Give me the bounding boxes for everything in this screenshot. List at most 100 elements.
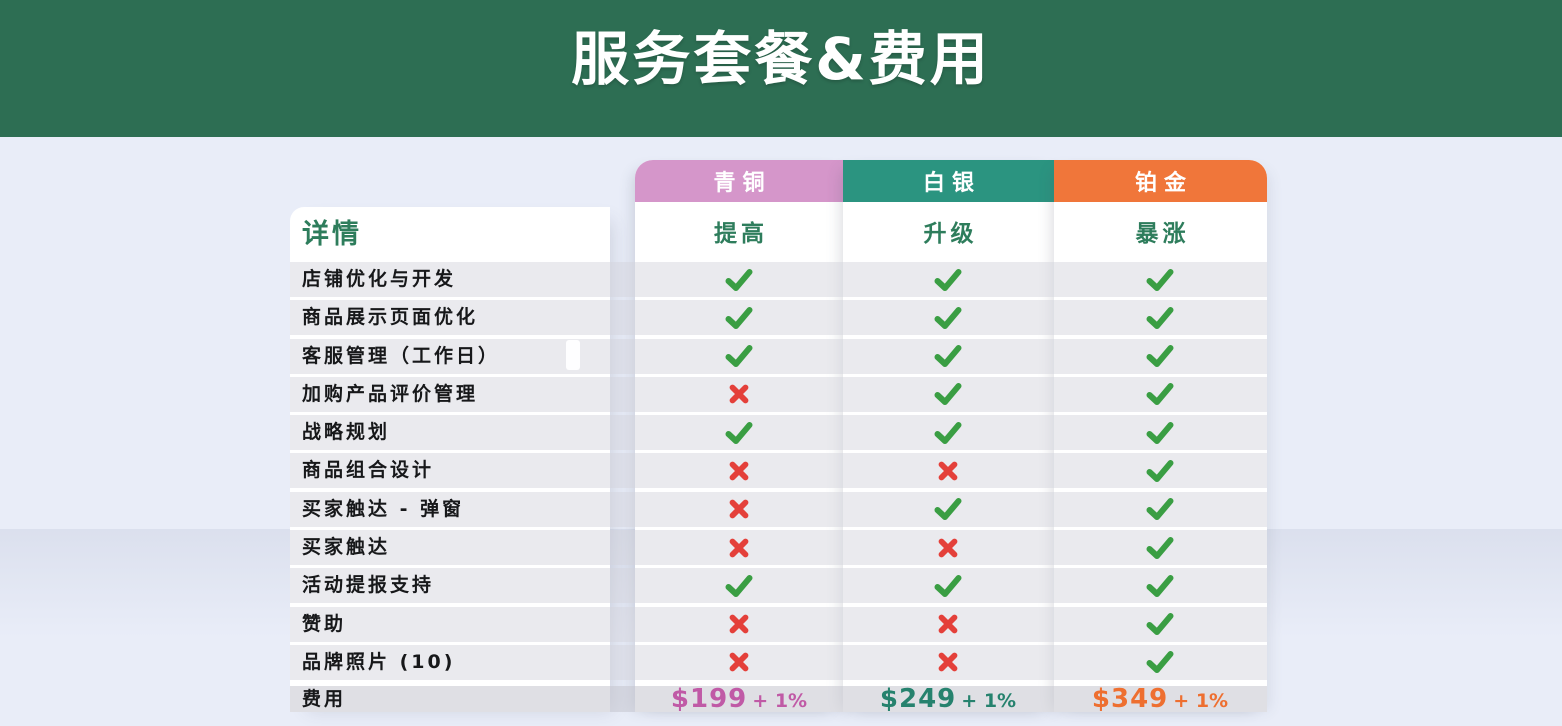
feature-label: 战略规划 xyxy=(302,421,391,444)
white-artifact xyxy=(566,340,580,370)
cross-icon xyxy=(938,653,958,672)
cross-icon xyxy=(729,384,749,404)
check-icon xyxy=(934,574,962,597)
title-banner: 服务套餐&费用 xyxy=(0,0,1562,137)
check-icon xyxy=(934,421,962,444)
cross-icon xyxy=(729,384,749,404)
price-suffix: + 1% xyxy=(961,690,1017,712)
check-icon xyxy=(1146,345,1174,368)
check-icon xyxy=(934,498,962,521)
price-row: 费用 $199 + 1% $249 + 1% $349 + 1% xyxy=(290,684,1267,714)
price-bronze: $199 + 1% xyxy=(671,684,807,714)
check-icon xyxy=(1146,268,1174,291)
cross-icon xyxy=(938,461,958,481)
feature-label: 加购产品评价管理 xyxy=(302,382,479,405)
plan-card-bronze: 青铜 提高 xyxy=(635,160,843,712)
price-platinum: $349 + 1% xyxy=(1092,684,1228,714)
cross-icon xyxy=(729,538,749,558)
check-icon xyxy=(725,306,753,329)
feature-label: 品牌照片 (10) xyxy=(302,650,456,673)
check-icon xyxy=(934,498,962,521)
cross-icon xyxy=(729,538,749,557)
plan-pill-platinum: 铂金 xyxy=(1054,160,1267,202)
check-icon xyxy=(1146,306,1174,329)
check-icon xyxy=(1146,383,1174,406)
cross-icon xyxy=(938,538,958,558)
check-icon xyxy=(934,306,962,329)
table-row: 商品展示页面优化 xyxy=(290,300,1267,336)
table-row: 买家触达 xyxy=(290,530,1267,566)
check-icon xyxy=(1146,459,1174,482)
plan-subtitle-bronze: 提高 xyxy=(714,221,768,247)
table-row: 客服管理（工作日） xyxy=(290,338,1267,374)
check-icon xyxy=(1146,651,1174,674)
page-title: 服务套餐&费用 xyxy=(571,25,991,93)
check-icon xyxy=(1146,306,1174,329)
check-icon xyxy=(934,421,962,444)
check-icon xyxy=(1146,459,1174,482)
table-row: 活动提报支持 xyxy=(290,568,1267,604)
price-amount: $349 xyxy=(1091,684,1169,714)
feature-label: 活动提报支持 xyxy=(302,574,435,597)
cross-icon xyxy=(729,653,749,672)
check-icon xyxy=(1146,613,1174,636)
table-row: 战略规划 xyxy=(290,415,1267,451)
table-row: 店铺优化与开发 xyxy=(290,262,1267,297)
feature-label: 赞助 xyxy=(302,612,347,635)
price-row-label: 费用 xyxy=(302,688,347,710)
check-icon xyxy=(934,268,962,291)
table-row: 品牌照片 (10) xyxy=(290,644,1267,680)
cross-icon xyxy=(938,614,958,634)
cross-icon xyxy=(938,614,958,634)
feature-label: 买家触达 - 弹窗 xyxy=(302,497,465,520)
check-icon xyxy=(934,574,962,597)
check-icon xyxy=(725,268,753,291)
check-icon xyxy=(725,306,753,329)
check-icon xyxy=(1146,345,1174,368)
check-icon xyxy=(1146,536,1174,559)
table-row: 赞助 xyxy=(290,606,1267,642)
price-suffix: + 1% xyxy=(752,690,808,712)
check-icon xyxy=(1146,268,1174,291)
details-column-header: 详情 xyxy=(302,219,362,250)
cross-icon xyxy=(729,614,749,634)
plan-pill-silver: 白银 xyxy=(843,160,1054,202)
check-icon xyxy=(934,345,962,368)
table-row: 买家触达 - 弹窗 xyxy=(290,491,1267,527)
cross-icon xyxy=(729,499,749,519)
check-icon xyxy=(934,383,962,406)
check-icon xyxy=(725,421,753,444)
cross-icon xyxy=(938,538,958,557)
table-row: 加购产品评价管理 xyxy=(290,376,1267,412)
check-icon xyxy=(934,383,962,406)
check-icon xyxy=(1146,574,1174,597)
plan-subtitle-silver: 升级 xyxy=(923,221,978,247)
check-icon xyxy=(1146,651,1174,674)
check-icon xyxy=(934,306,962,329)
check-icon xyxy=(1146,498,1174,521)
check-icon xyxy=(725,421,753,444)
check-icon xyxy=(1146,421,1174,444)
plan-subtitle-platinum: 暴涨 xyxy=(1135,221,1190,247)
price-amount: $249 xyxy=(879,684,957,714)
feature-rows: 店铺优化与开发商品展示页面优化客服管理（工作日） 加购产品评价管理 战略规划商品组合… xyxy=(290,262,1267,683)
cross-icon xyxy=(729,461,749,481)
check-icon xyxy=(1146,574,1174,597)
feature-label: 商品展示页面优化 xyxy=(302,306,479,329)
check-icon xyxy=(725,574,753,597)
price-silver: $249 + 1% xyxy=(880,684,1016,714)
check-icon xyxy=(1146,498,1174,521)
cross-icon xyxy=(938,652,958,672)
feature-label: 买家触达 xyxy=(302,536,391,559)
table-row: 商品组合设计 xyxy=(290,453,1267,489)
cross-icon xyxy=(729,652,749,672)
check-icon xyxy=(1146,421,1174,444)
price-suffix: + 1% xyxy=(1173,690,1229,712)
check-icon xyxy=(1146,536,1174,559)
check-icon xyxy=(725,345,753,368)
cross-icon xyxy=(729,499,749,519)
check-icon xyxy=(725,345,753,368)
check-icon xyxy=(1146,383,1174,406)
price-amount: $199 xyxy=(670,684,748,714)
check-icon xyxy=(725,268,753,291)
